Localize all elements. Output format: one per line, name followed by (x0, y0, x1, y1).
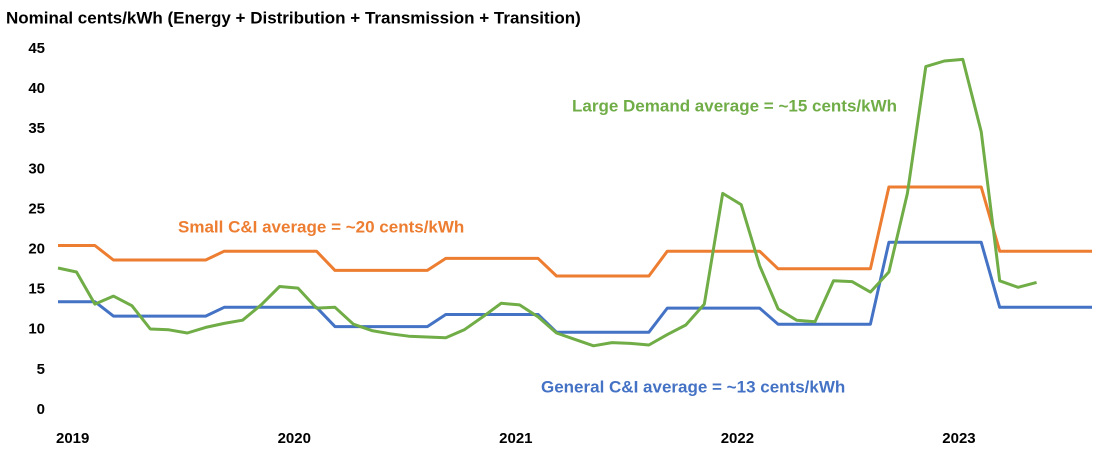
series-line (58, 240, 1092, 334)
chart-title: Nominal cents/kWh (Energy + Distribution… (6, 8, 581, 27)
y-tick-label: 10 (28, 321, 45, 338)
y-tick-label: 5 (37, 361, 45, 378)
y-tick-label: 30 (28, 160, 45, 177)
y-tick-label: 15 (28, 281, 45, 298)
y-tick-label: 40 (28, 80, 45, 97)
y-tick-label: 45 (28, 40, 45, 57)
x-tick-label: 2023 (942, 430, 975, 447)
y-tick-label: 0 (37, 401, 45, 418)
y-tick-label: 20 (28, 241, 45, 258)
x-tick-label: 2019 (56, 430, 89, 447)
annotation: Large Demand average = ~15 cents/kWh (572, 96, 897, 115)
x-tick-label: 2022 (721, 430, 754, 447)
series-line (57, 57, 1037, 348)
annotation: Small C&I average = ~20 cents/kWh (178, 217, 464, 236)
x-tick-label: 2020 (278, 430, 311, 447)
y-tick-label: 35 (28, 120, 45, 137)
y-tick-label: 25 (28, 200, 45, 217)
annotation: General C&I average = ~13 cents/kWh (541, 377, 845, 396)
x-tick-label: 2021 (499, 430, 532, 447)
series-line (58, 185, 1092, 278)
